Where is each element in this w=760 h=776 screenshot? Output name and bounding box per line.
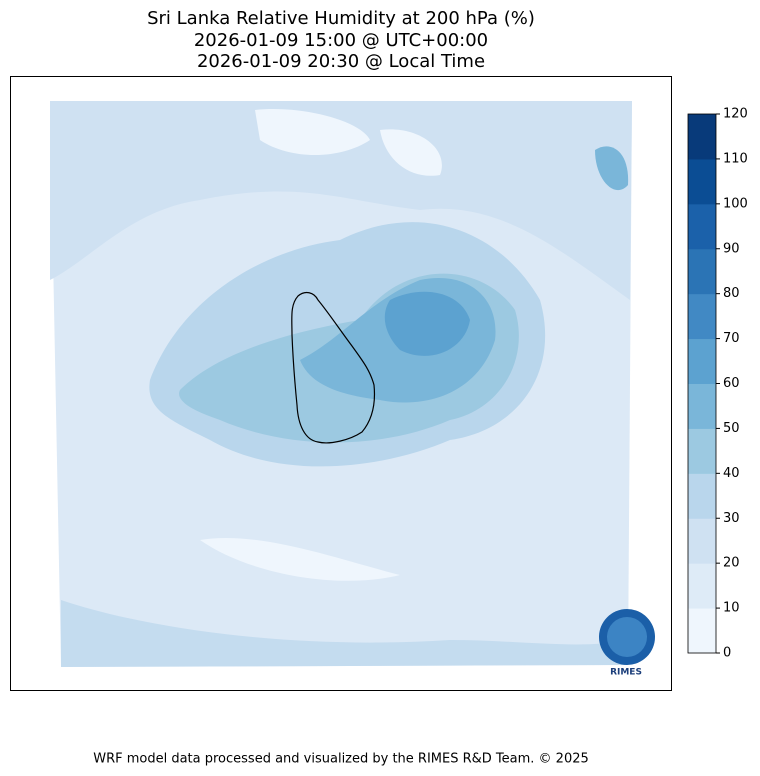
title-line: 2026-01-09 15:00 @ UTC+00:00 (194, 30, 488, 51)
logo: RIMES (599, 609, 655, 678)
colorbar-band (688, 203, 716, 250)
colorbar-band (688, 608, 716, 654)
field-region (384, 291, 470, 356)
colorbar-band (688, 158, 716, 205)
footer: WRF model data processed and visualized … (93, 752, 589, 767)
colorbar-tick-label: 110 (723, 151, 748, 166)
colorbar-band (688, 114, 716, 160)
colorbar-tick-label: 20 (723, 556, 740, 571)
colorbar-band (688, 248, 716, 295)
sri-lanka-outline (291, 291, 376, 444)
colorbar-band (688, 428, 716, 474)
field-region (50, 101, 632, 300)
colorbar-tick-label: 0 (723, 646, 731, 661)
colorbar-tick-label: 30 (723, 511, 740, 526)
colorbar-tick-label: 70 (723, 331, 740, 346)
colorbar-tick-label: 120 (723, 107, 748, 122)
field-region (595, 146, 629, 191)
colorbar-tick-label: 90 (723, 241, 740, 256)
colorbar: 0 10 20 30 40 50 60 70 80 90 100 110 120 (687, 107, 748, 661)
colorbar-band (688, 563, 716, 609)
field-region (61, 600, 628, 667)
logo-emblem (607, 617, 647, 657)
colorbar-tick-label: 10 (723, 601, 740, 616)
colorbar-band (688, 338, 716, 384)
colorbar-band (688, 383, 716, 429)
title-line: Sri Lanka Relative Humidity at 200 hPa (… (147, 8, 535, 29)
colorbar-tick-label: 40 (723, 466, 740, 481)
colorbar-band (688, 293, 716, 340)
colorbar-tick-label: 80 (723, 286, 740, 301)
logo-text: RIMES (610, 668, 642, 678)
title-line: 2026-01-09 20:30 @ Local Time (197, 51, 485, 72)
colorbar-band (688, 518, 716, 564)
colorbar-tick-label: 60 (723, 376, 740, 391)
colorbar-band (688, 473, 716, 519)
field-region (200, 109, 442, 581)
map: RIMES (10, 76, 672, 691)
colorbar-tick-label: 100 (723, 196, 748, 211)
colorbar-tick-label: 50 (723, 421, 740, 436)
